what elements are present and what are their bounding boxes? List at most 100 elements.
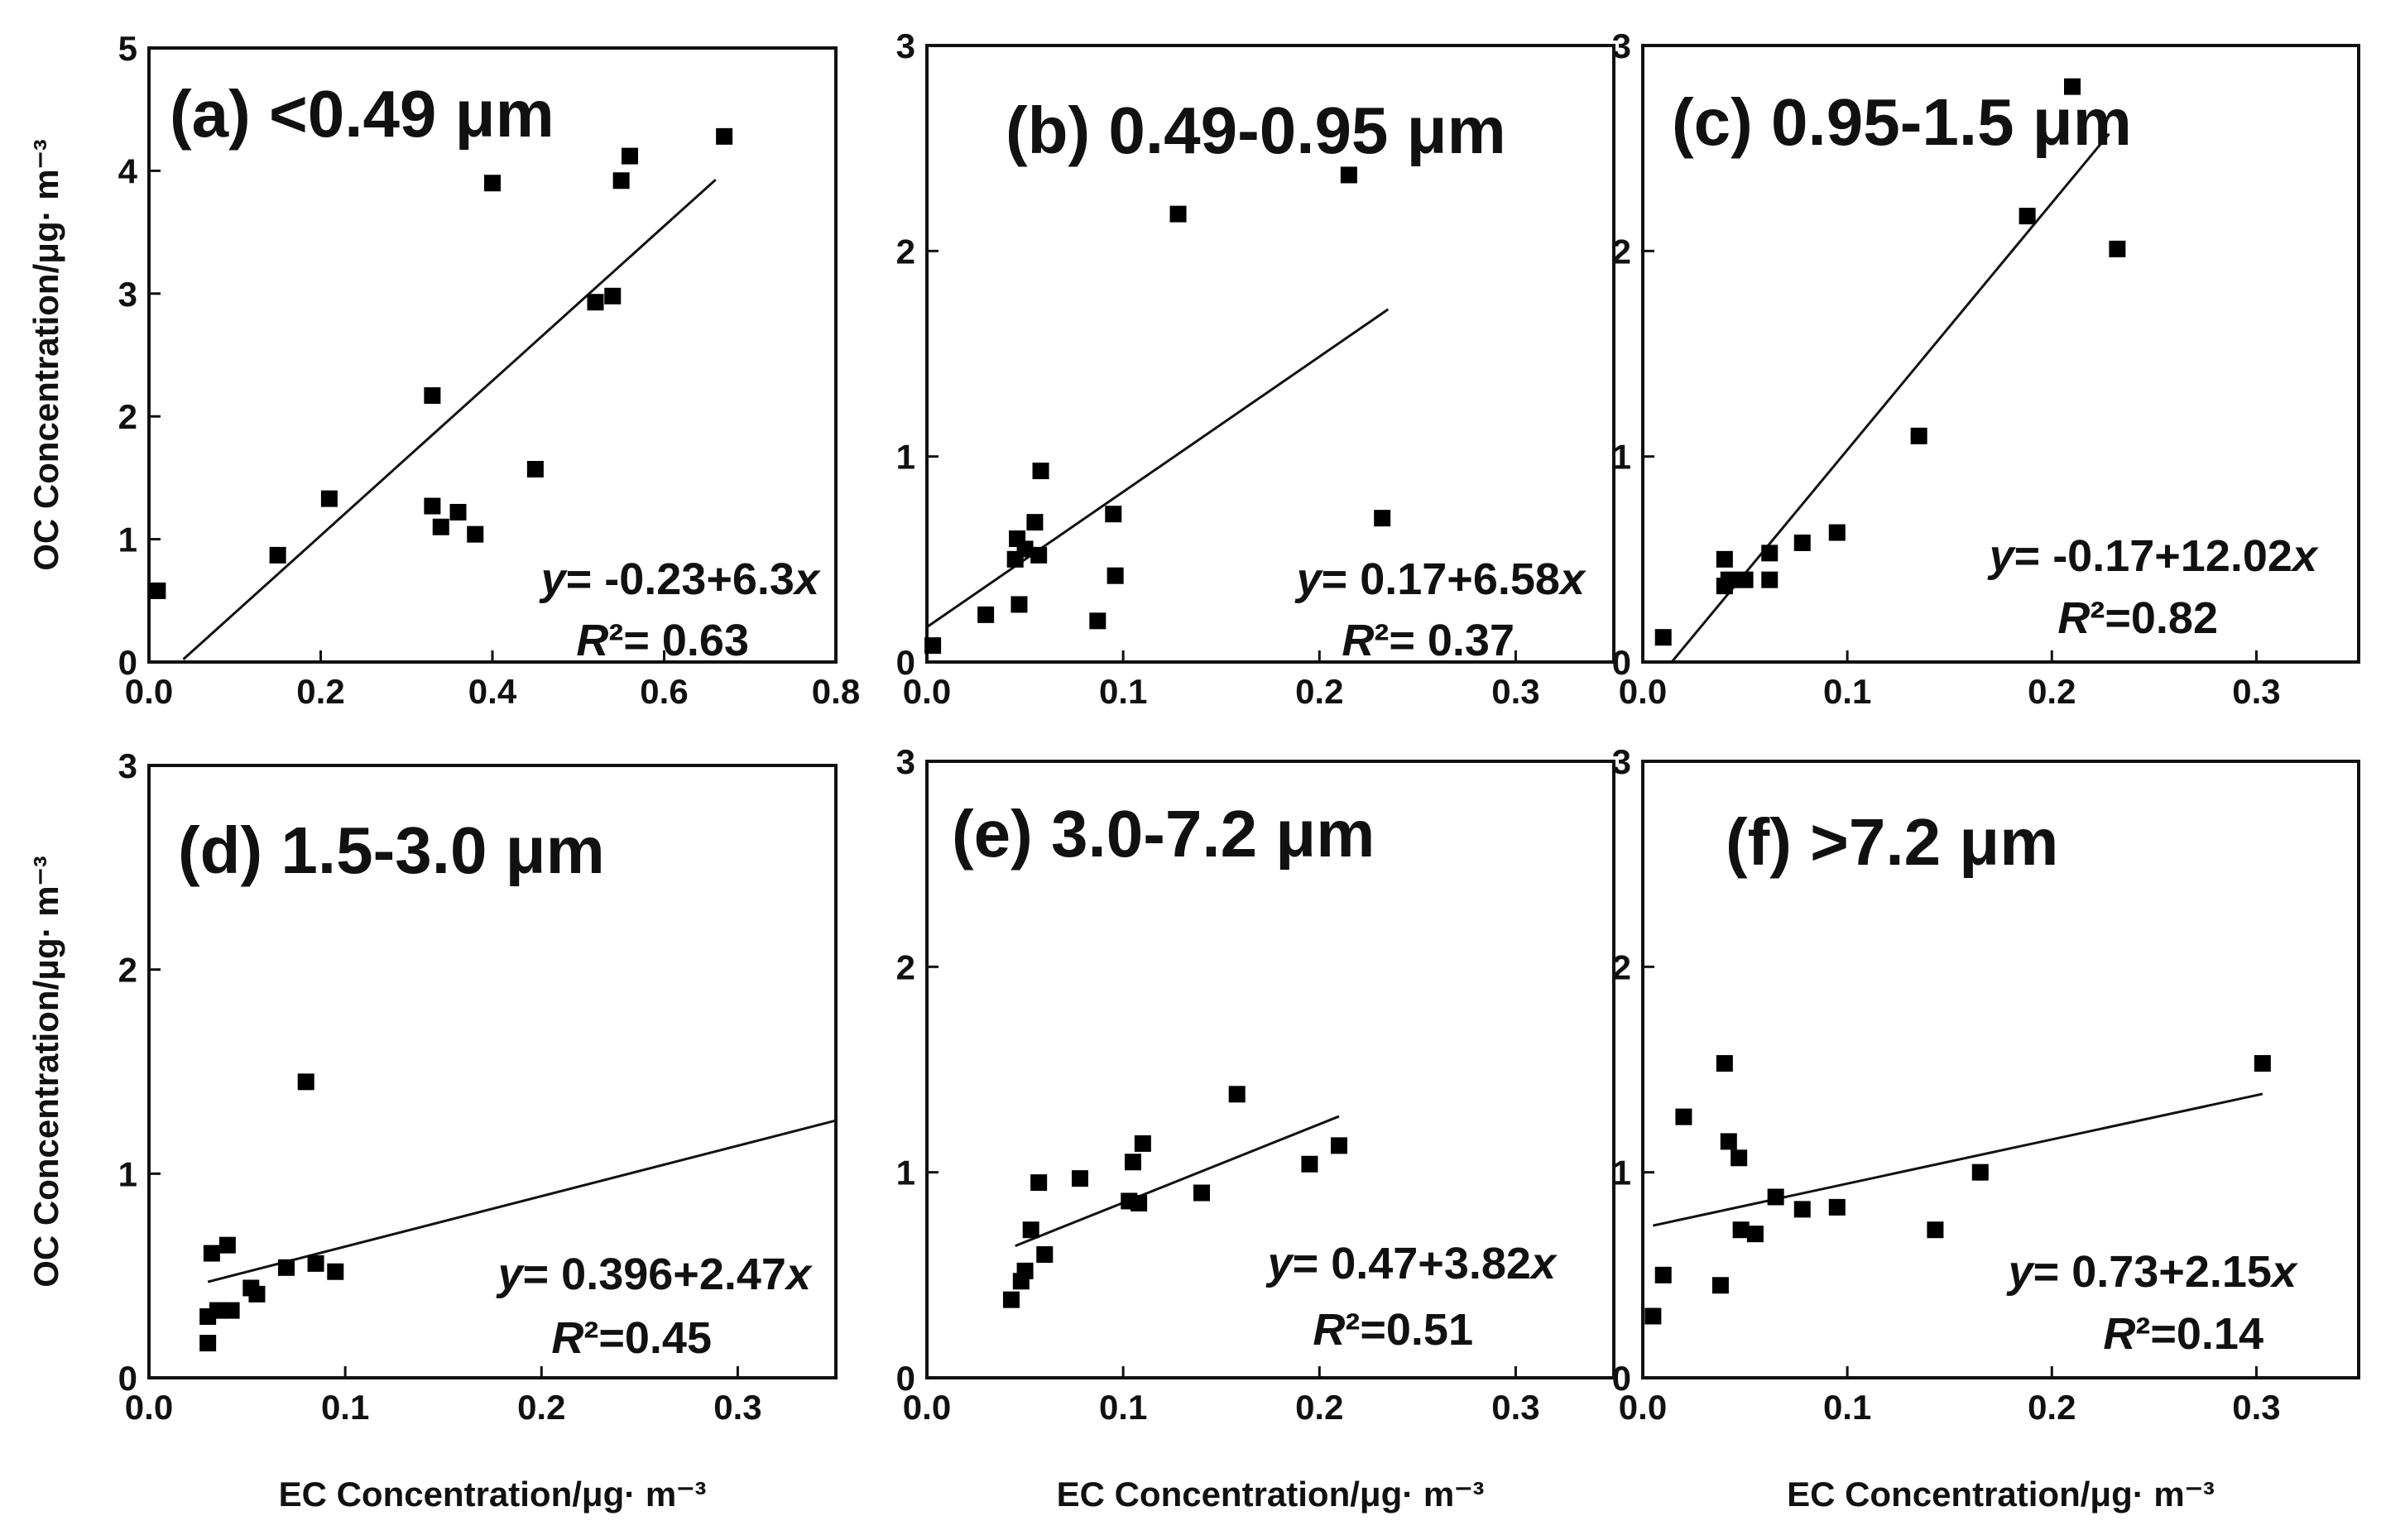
- panel-a-equation: y= -0.23+6.3x: [539, 554, 821, 604]
- panel-b-x-tick-label: 0.1: [1099, 672, 1147, 711]
- panel-a-data-point: [612, 172, 630, 190]
- panel-a-y-tick-label: 3: [118, 275, 137, 314]
- panel-f-data-point: [1720, 1133, 1737, 1150]
- panel-b-y-tick-label: 3: [896, 26, 915, 65]
- panel-d-data-point: [218, 1236, 236, 1254]
- panel-c-plot-frame: [1641, 44, 2360, 664]
- panel-e-data-point: [1022, 1221, 1039, 1239]
- panel-d-y-tick-label: 1: [118, 1154, 137, 1193]
- panel-c-y-tick-label: 1: [1612, 438, 1631, 477]
- panel-a-y-tick-label: 2: [118, 397, 137, 436]
- panel-a-r-squared: R²= 0.63: [576, 616, 749, 665]
- panel-f-data-point: [1927, 1221, 1944, 1239]
- panel-f-data-point: [1746, 1226, 1764, 1243]
- panel-e-data-point: [1071, 1170, 1088, 1187]
- panel-a-data-point: [467, 525, 484, 543]
- panel-d-data-point: [203, 1245, 220, 1262]
- panel-a-fit-line: [182, 178, 717, 660]
- panel-e-equation: y= 0.47+3.82x: [1265, 1239, 1558, 1288]
- panel-f-y-tick-label: 0: [1612, 1359, 1631, 1398]
- panel-e-data-point: [1036, 1246, 1054, 1263]
- panel-b-data-point: [1340, 166, 1357, 184]
- panel-e-data-point: [1301, 1155, 1318, 1173]
- panel-c-r-squared: R²=0.82: [2057, 593, 2218, 643]
- panel-d-x-tick-label: 0.3: [713, 1388, 761, 1427]
- panel-b-x-tick-label: 0.0: [903, 672, 951, 711]
- panel-a-data-point: [587, 294, 604, 311]
- panel-c-y-tick-label: 0: [1612, 643, 1631, 682]
- panel-f-x-tick-label: 0.2: [2028, 1388, 2076, 1427]
- panel-e-data-point: [1331, 1137, 1347, 1154]
- panel-b-x-tick-label: 0.3: [1491, 672, 1539, 711]
- panel-f-data-point: [1793, 1201, 1811, 1218]
- panel-f-data-point: [1675, 1108, 1692, 1125]
- panel-b-plot-frame: [925, 44, 1615, 664]
- panel-a-y-tick-label: 0: [118, 643, 137, 682]
- panel-b-data-point: [1089, 612, 1106, 630]
- panel-a-data-point: [424, 386, 441, 404]
- panel-c-data-point: [1736, 571, 1754, 588]
- panel-e-x-tick-label: 0.2: [1295, 1388, 1343, 1427]
- panel-e-data-point: [1193, 1184, 1210, 1202]
- panel-b-y-tick-label: 1: [896, 438, 915, 477]
- panel-a-x-tick-label: 0.6: [640, 672, 688, 711]
- panel-b-equation: y= 0.17+6.58x: [1294, 554, 1587, 604]
- panel-d-data-point: [199, 1335, 217, 1352]
- panel-c-data-point: [1654, 629, 1672, 646]
- panel-e-y-tick-label: 2: [896, 948, 915, 986]
- panel-b-data-point: [1032, 463, 1049, 480]
- panel-a-data-point: [424, 497, 441, 515]
- panel-e-plot-frame: [925, 760, 1615, 1379]
- panel-a-y-tick-label: 4: [118, 151, 138, 190]
- panel-f-fit-line: [1653, 1092, 2263, 1227]
- panel-c-data-point: [1720, 571, 1737, 588]
- panel-c-x-tick-label: 0.2: [2028, 672, 2076, 711]
- panel-f-y-tick-label: 2: [1612, 948, 1631, 986]
- panel-a-y-tick-label: 1: [118, 521, 137, 559]
- panel-f-data-point: [1644, 1307, 1662, 1325]
- panel-f-x-tick-label: 0.3: [2232, 1388, 2280, 1427]
- panel-f-title: (f) >7.2 μm: [1726, 805, 2058, 879]
- panel-a-x-tick-label: 0.4: [468, 672, 517, 711]
- panel-a-data-point: [484, 175, 501, 192]
- panel-f-data-point: [1767, 1188, 1784, 1206]
- panel-c-data-point: [1828, 524, 1846, 541]
- panel-e-title: (e) 3.0-7.2 μm: [952, 797, 1375, 871]
- panel-f-equation: y= 0.73+2.15x: [2006, 1247, 2298, 1297]
- panel-f-data-point: [2254, 1055, 2271, 1072]
- panel-c-data-point: [2064, 78, 2081, 95]
- panel-b-data-point: [977, 606, 995, 623]
- panel-a-data-point: [449, 503, 467, 521]
- panel-b-data-point: [1106, 567, 1124, 584]
- panel-d-x-tick-label: 0.1: [321, 1388, 369, 1427]
- panel-c-title: (c) 0.95-1.5 μm: [1672, 85, 2132, 159]
- panel-a-data-point: [716, 127, 733, 145]
- panel-d-data-point: [327, 1263, 344, 1280]
- panel-f-x-tick-label: 0.1: [1823, 1388, 1871, 1427]
- panel-b-data-point: [924, 637, 942, 655]
- panel-a-x-tick-label: 0.8: [812, 672, 860, 711]
- panel-b-data-point: [1105, 506, 1122, 523]
- panel-c-data-point: [1716, 550, 1733, 568]
- panel-e-data-point: [1016, 1262, 1034, 1279]
- panel-f-x-tick-label: 0.0: [1619, 1388, 1667, 1427]
- panel-d-data-point: [209, 1302, 226, 1319]
- panel-f-data-point: [1828, 1198, 1846, 1216]
- panel-c-data-point: [1793, 534, 1811, 551]
- panel-b-fit-line: [926, 308, 1390, 629]
- panel-a-title: (a) <0.49 μm: [170, 77, 554, 151]
- panel-c-data-point: [1761, 545, 1779, 562]
- panel-d-plot-frame: [147, 764, 838, 1379]
- panel-e-x-tick-label: 0.3: [1491, 1388, 1539, 1427]
- panel-d-r-squared: R²=0.45: [551, 1313, 712, 1363]
- panel-e-r-squared: R²=0.51: [1313, 1305, 1473, 1355]
- panel-c-y-tick-label: 3: [1612, 26, 1631, 65]
- panel-e-y-tick-label: 3: [896, 742, 915, 781]
- panel-c-y-tick-label: 2: [1612, 232, 1631, 271]
- panel-a-data-point: [604, 287, 622, 305]
- panel-c-equation: y= -0.17+12.02x: [1987, 531, 2319, 581]
- panel-e-data-point: [1130, 1194, 1148, 1211]
- panel-c-x-tick-label: 0.0: [1619, 672, 1667, 711]
- panel-a-data-point: [320, 490, 338, 507]
